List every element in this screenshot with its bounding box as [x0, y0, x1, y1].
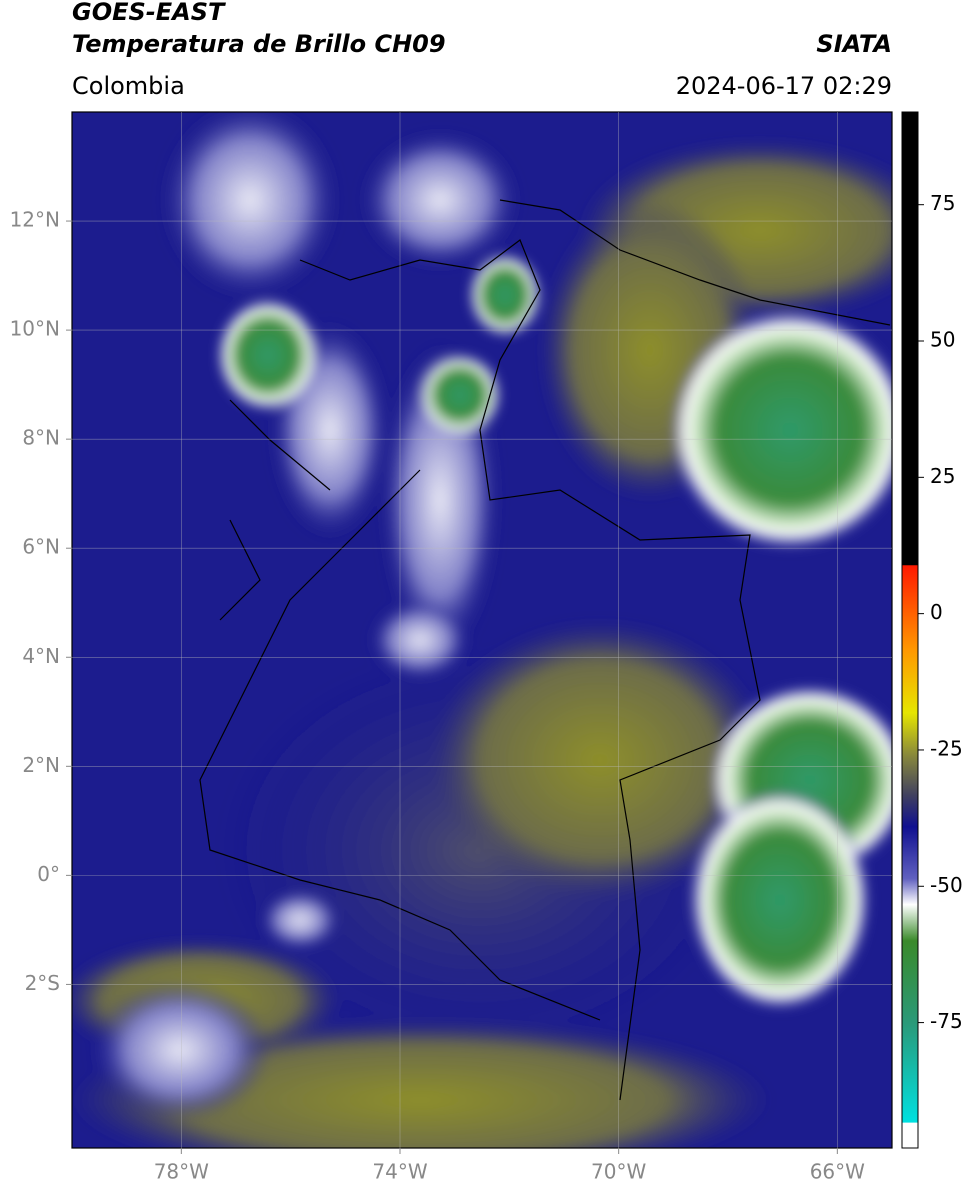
- y-tick-label: 0°: [37, 862, 60, 886]
- colorbar-tick-label: 0: [930, 600, 943, 624]
- y-tick-label: 8°N: [22, 426, 60, 450]
- y-tick-label: 2°S: [25, 971, 60, 995]
- colorbar-tick-label: -25: [930, 736, 963, 760]
- y-tick-label: 6°N: [22, 535, 60, 559]
- datetime-label: 2024-06-17 02:29: [676, 72, 892, 100]
- y-tick-label: 2°N: [22, 753, 60, 777]
- x-tick-label: 78°W: [154, 1160, 209, 1184]
- y-tick-label: 10°N: [10, 317, 60, 341]
- satellite-image: [72, 112, 892, 1148]
- colorbar-tick-label: -50: [930, 873, 963, 897]
- x-tick-label: 74°W: [372, 1160, 427, 1184]
- y-tick-label: 4°N: [22, 644, 60, 668]
- product-title: Temperatura de Brillo CH09: [72, 30, 446, 58]
- colorbar-tick-label: 50: [930, 328, 955, 352]
- y-tick-label: 12°N: [10, 208, 60, 232]
- colorbar: [901, 111, 919, 1149]
- satellite-title: GOES-EAST: [72, 0, 226, 26]
- colorbar-tick-label: 25: [930, 464, 955, 488]
- x-tick-label: 66°W: [810, 1160, 865, 1184]
- region-label: Colombia: [72, 72, 185, 100]
- x-tick-label: 70°W: [591, 1160, 646, 1184]
- map-frame: [71, 111, 893, 1149]
- source-title: SIATA: [816, 30, 892, 58]
- colorbar-tick-label: -75: [930, 1009, 963, 1033]
- borders: [199, 199, 891, 1101]
- colorbar-tick-label: 75: [930, 191, 955, 215]
